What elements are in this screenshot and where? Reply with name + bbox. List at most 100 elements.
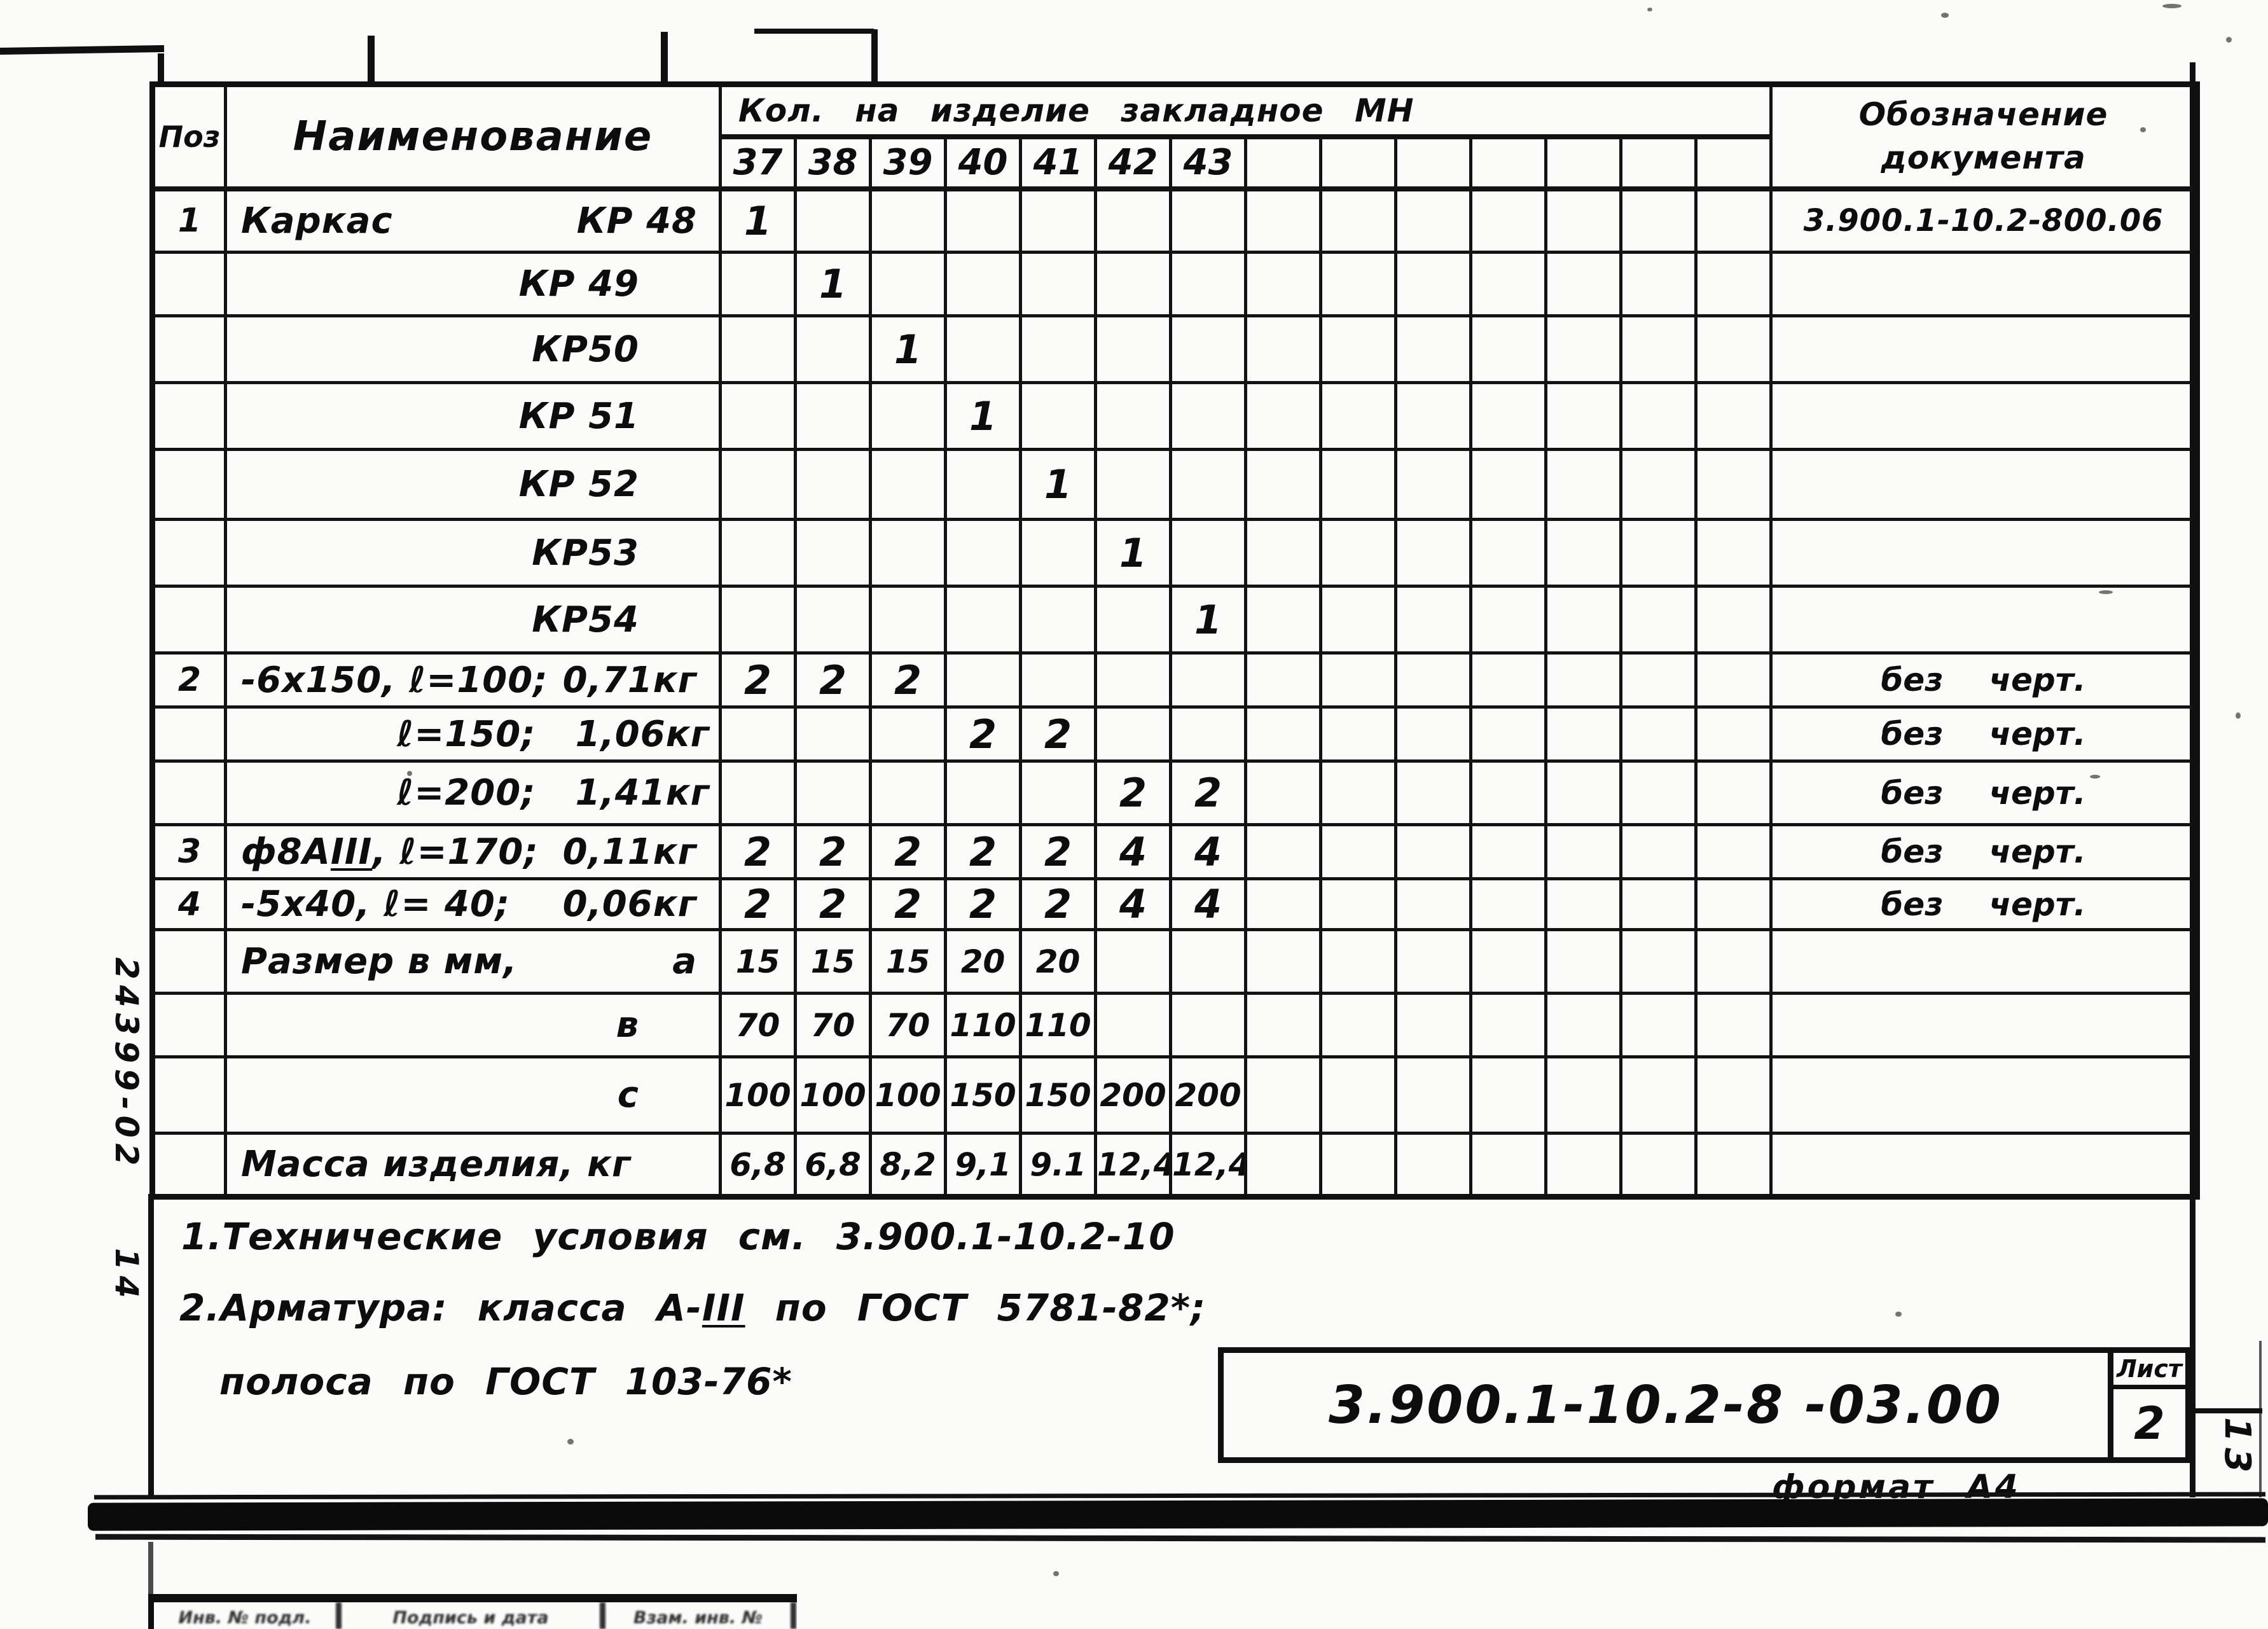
qty-cell: 2: [1169, 759, 1247, 826]
qty-cell: 2: [794, 877, 872, 931]
table-row: КР53 1: [151, 518, 2199, 588]
qty-cell: 200: [1094, 1055, 1172, 1135]
qty-cell: [1244, 759, 1322, 826]
qty-cell: [944, 759, 1022, 826]
name-right: КР54: [532, 599, 639, 641]
name-cell: ℓ=200; 1,41кг: [224, 759, 722, 826]
table-row: 3 ф8АIII, ℓ=170; 0,11кг 2 2 2 2 2 4 4 без черт.: [151, 823, 2199, 880]
qty-cell: [1694, 705, 1773, 763]
qty-cell: 9,1: [944, 1132, 1022, 1198]
pos-cell: [151, 518, 227, 588]
qty-cell: [1694, 251, 1773, 317]
qty-cell: [719, 759, 797, 826]
qty-col-header: [1619, 135, 1698, 191]
qty-cell: [1019, 381, 1097, 451]
qty-cell: [1319, 651, 1397, 709]
name-text: ф8АIII, ℓ=170; 0,11кг: [229, 831, 717, 873]
qty-cell: [794, 314, 872, 384]
table-row: КР 51 1: [151, 381, 2199, 451]
stamp-cell: Подпись и дата: [342, 1602, 605, 1629]
name-right: 0,71кг: [562, 659, 697, 701]
name-text: -5х40, ℓ= 40; 0,06кг: [229, 884, 717, 925]
name-cell: с: [224, 1055, 722, 1135]
qty-cell: [719, 518, 797, 588]
qty-cell: [794, 759, 872, 826]
qty-cell: [1244, 705, 1322, 763]
qty-cell: 4: [1094, 823, 1172, 880]
doc-header-line2: документа: [1881, 139, 2086, 176]
qty-cell: 2: [719, 651, 797, 709]
name-right: в: [616, 1004, 639, 1046]
note-2-underlined: III: [702, 1286, 745, 1329]
qty-cell: [1619, 448, 1698, 521]
qty-cell: 4: [1169, 823, 1247, 880]
doc-cell: [1769, 251, 2199, 317]
name-text: КР 49: [229, 263, 717, 305]
doc-cell: [1769, 448, 2199, 521]
doc-cell: [1769, 992, 2199, 1058]
qty-cell: 100: [794, 1055, 872, 1135]
tick-mark: [158, 53, 164, 84]
qty-cell: [1019, 251, 1097, 317]
qty-cell: [1244, 877, 1322, 931]
qty-cell: 2: [719, 877, 797, 931]
qty-cell: [1169, 705, 1247, 763]
qty-cell: [1319, 928, 1397, 995]
name-cell: КР53: [224, 518, 722, 588]
qty-cell: 4: [1169, 877, 1247, 931]
qty-cell: [719, 585, 797, 655]
name-mid: ℓ=150;: [396, 713, 536, 755]
qty-cell: [869, 187, 947, 254]
name-left: Размер в мм,: [241, 941, 517, 982]
qty-cell: [1094, 314, 1172, 384]
tick-mark: [754, 29, 874, 34]
name-text: в: [229, 1004, 717, 1046]
qty-cell: [1394, 187, 1472, 254]
qty-cell: [1619, 1132, 1698, 1198]
tick-mark: [661, 32, 668, 84]
qty-cell: [1544, 251, 1622, 317]
qty-cell: 2: [794, 651, 872, 709]
col-header-pos: Поз: [151, 83, 227, 191]
qty-cell: [1694, 585, 1773, 655]
qty-cell: [1019, 759, 1097, 826]
qty-cell: [1094, 585, 1172, 655]
doc-cell: [1769, 585, 2199, 655]
qty-cell: [1244, 518, 1322, 588]
qty-cell: [1694, 314, 1773, 384]
qty-cell: [1694, 1132, 1773, 1198]
qty-cell: 6,8: [719, 1132, 797, 1198]
qty-cell: [869, 585, 947, 655]
name-left: -6х150, ℓ=100;: [241, 660, 548, 701]
qty-cell: [1469, 877, 1547, 931]
qty-cell: [1394, 705, 1472, 763]
name-segment: -6х150, ℓ=100;: [241, 659, 548, 701]
qty-col-header: [1244, 135, 1322, 191]
name-text: с: [229, 1074, 717, 1116]
table-row: ℓ=150; 1,06кг 2 2 без черт.: [151, 705, 2199, 763]
name-right: КР53: [532, 532, 639, 574]
name-segment: III: [330, 831, 373, 873]
margin-page-number: 13: [2216, 1417, 2258, 1478]
name-cell: ℓ=150; 1,06кг: [224, 705, 722, 763]
qty-cell: [1169, 928, 1247, 995]
pos-cell: [151, 585, 227, 655]
qty-cell: [1319, 705, 1397, 763]
qty-cell: 2: [1019, 705, 1097, 763]
qty-cell: [1544, 1132, 1622, 1198]
name-right: с: [617, 1074, 639, 1116]
name-text: -6х150, ℓ=100; 0,71кг: [229, 659, 717, 701]
qty-cell: [1319, 251, 1397, 317]
qty-cell: [719, 448, 797, 521]
note-3: полоса по ГОСТ 103-76*: [219, 1360, 792, 1403]
name-right: 1,41кг: [575, 772, 710, 814]
name-text: Каркас КР 48: [229, 200, 717, 242]
qty-cell: [1694, 823, 1773, 880]
qty-cell: [794, 381, 872, 451]
qty-cell: [944, 651, 1022, 709]
qty-cell: [1694, 518, 1773, 588]
qty-cell: [1694, 1055, 1773, 1135]
name-segment: ф8А: [241, 831, 331, 873]
qty-cell: 2: [869, 823, 947, 880]
qty-cell: [1244, 1132, 1322, 1198]
